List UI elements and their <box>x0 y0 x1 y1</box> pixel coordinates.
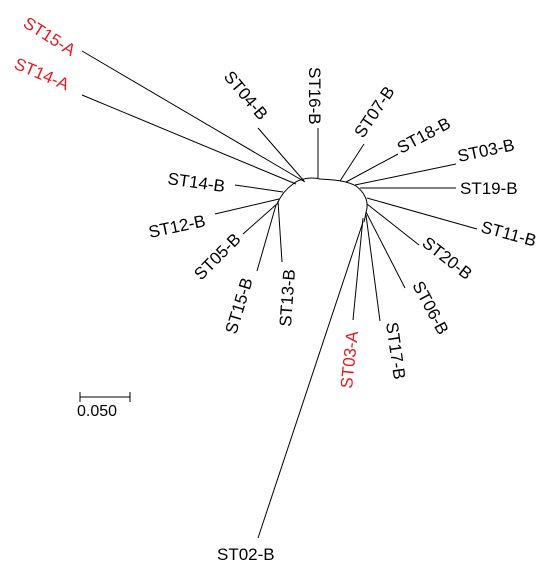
internal-branch <box>293 178 367 208</box>
leaf-label-st14a: ST14-A <box>11 54 72 94</box>
leaf-label-st17b: ST17-B <box>382 321 409 381</box>
leaf-label-st02b: ST02-B <box>217 545 275 564</box>
branch-st12b <box>215 199 279 214</box>
leaf-label-st03b: ST03-B <box>456 135 516 166</box>
branch-st13b <box>278 201 282 262</box>
leaf-label-st04b: ST04-B <box>220 67 272 123</box>
leaf-label-st12b: ST12-B <box>147 211 207 242</box>
leaf-label-st15b: ST15-B <box>222 275 257 336</box>
branch-st07b <box>340 144 364 181</box>
leaf-label-st13b: ST13-B <box>276 268 299 327</box>
leaf-label-st19b: ST19-B <box>460 179 518 198</box>
branch-st17b <box>366 215 380 321</box>
leaf-label-st15a: ST15-A <box>20 13 80 60</box>
branch-st05b <box>243 203 278 234</box>
branch-st04b <box>258 128 304 181</box>
scale-bar-label: 0.050 <box>77 403 117 420</box>
leaf-label-st03a: ST03-A <box>337 329 362 389</box>
leaf-label-st16b: ST16-B <box>305 67 324 125</box>
scale-bar: 0.050 <box>77 392 130 420</box>
leaf-label-st05b: ST05-B <box>190 230 244 284</box>
leaf-label-st20b: ST20-B <box>419 233 476 283</box>
leaf-label-st18b: ST18-B <box>394 114 454 158</box>
internal-branch <box>277 184 293 204</box>
branch-st14b <box>235 185 283 192</box>
leaf-label-st14b: ST14-B <box>166 169 226 196</box>
branch-st15b <box>257 205 276 271</box>
branch-st06b <box>366 212 405 288</box>
branch-st03a <box>353 218 363 320</box>
branch-st03b <box>355 164 456 185</box>
branch-st15a <box>82 51 305 182</box>
branch-st11b <box>367 198 477 229</box>
leaf-label-st07b: ST07-B <box>351 83 399 141</box>
leaf-label-st11b: ST11-B <box>479 218 538 251</box>
leaf-label-st06b: ST06-B <box>408 278 452 338</box>
